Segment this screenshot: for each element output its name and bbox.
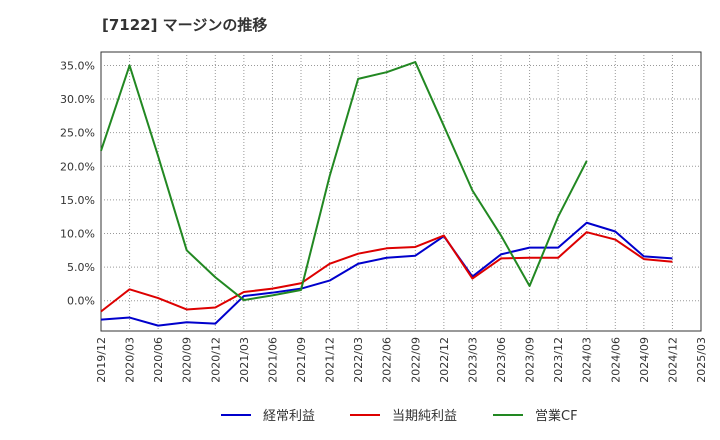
series-line-1 [100, 231, 673, 313]
x-tick-label: 2023/06 [495, 337, 508, 383]
y-tick-label: 0.0% [67, 295, 95, 308]
y-tick-label: 20.0% [60, 160, 95, 173]
x-tick-label: 2023/09 [524, 337, 537, 383]
series-line-2 [100, 61, 588, 302]
plot-area [100, 51, 702, 332]
x-tick-label: 2025/03 [695, 337, 708, 383]
x-tick-label: 2023/12 [552, 337, 565, 383]
x-tick-label: 2024/12 [666, 337, 679, 383]
x-tick-label: 2024/06 [609, 337, 622, 383]
x-tick-label: 2024/03 [581, 337, 594, 383]
x-tick-label: 2020/12 [209, 337, 222, 383]
x-tick-label: 2020/03 [124, 337, 137, 383]
x-tick-label: 2020/09 [181, 337, 194, 383]
y-tick-label: 30.0% [60, 93, 95, 106]
x-tick-label: 2020/06 [152, 337, 165, 383]
y-tick-label: 5.0% [67, 261, 95, 274]
y-tick-label: 10.0% [60, 228, 95, 241]
x-tick-label: 2022/12 [438, 337, 451, 383]
legend-label-2: 営業CF [535, 408, 578, 424]
x-tick-label: 2024/09 [638, 337, 651, 383]
series-line-0 [100, 221, 673, 327]
y-tick-label: 35.0% [60, 59, 95, 72]
x-tick-label: 2021/12 [324, 337, 337, 383]
x-tick-label: 2021/06 [266, 337, 279, 383]
x-tick-label: 2023/03 [466, 337, 479, 383]
x-tick-label: 2021/09 [295, 337, 308, 383]
x-tick-label: 2022/06 [381, 337, 394, 383]
y-tick-label: 15.0% [60, 194, 95, 207]
x-tick-label: 2022/03 [352, 337, 365, 383]
chart-title: [7122] マージンの推移 [102, 16, 268, 34]
x-tick-label: 2019/12 [95, 337, 108, 383]
y-tick-label: 25.0% [60, 127, 95, 140]
x-tick-label: 2021/03 [238, 337, 251, 383]
x-tick-label: 2022/09 [409, 337, 422, 383]
legend-label-1: 当期純利益 [392, 409, 457, 424]
legend-label-0: 経常利益 [263, 409, 315, 424]
